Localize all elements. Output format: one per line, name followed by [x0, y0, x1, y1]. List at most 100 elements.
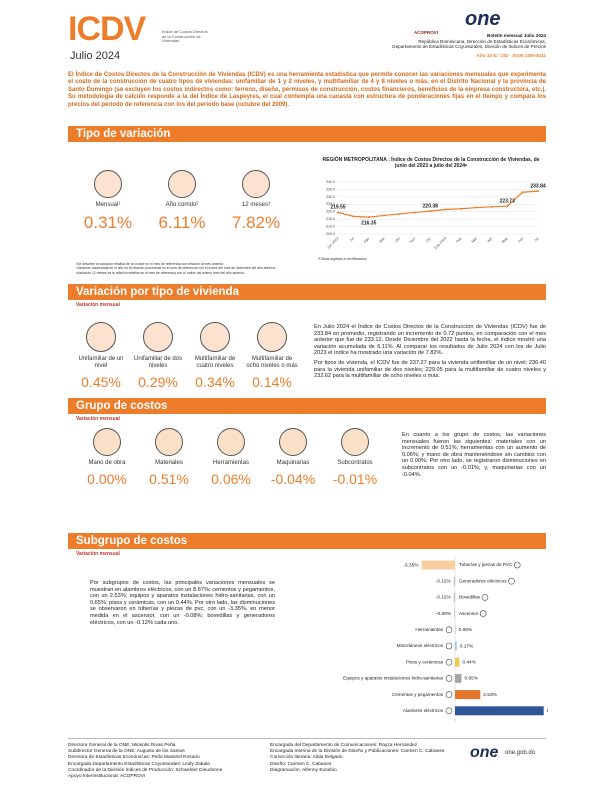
section-title: Grupo de costos [68, 398, 546, 414]
category-icon [508, 577, 515, 585]
paragraph: Por tipos de vivienda, el ICDV fue de 23… [314, 359, 546, 380]
bar [455, 673, 462, 683]
card-value: -0.04% [270, 471, 316, 487]
card: Maquinarias -0.04% [264, 428, 322, 487]
text-line: Apoyo Interinstitucional: ACOPROVI [68, 774, 146, 780]
icon [200, 322, 230, 352]
card-value: 0.51% [149, 471, 189, 487]
text-line: ²Variación acumulada en el año es la rel… [76, 266, 276, 271]
point [506, 205, 509, 208]
bulletin-info: Boletín mensual Julio 2024 República Dom… [392, 33, 546, 58]
x-tick-label: Jul [349, 236, 355, 242]
website: one.gob.do [505, 750, 536, 756]
intro: El Índice de Costos Directos de la Const… [68, 72, 546, 108]
card: Mensual¹ 0.31% [78, 170, 138, 233]
value-label: -0.08% [436, 611, 452, 617]
card: Unifamiliar de dos niveles 0.29% [131, 322, 185, 390]
y-tick-label: 225.0 [326, 202, 335, 206]
card-label: Unifamiliar de un nivel [78, 356, 124, 369]
text-line: Encargada Interina de la División de Dis… [270, 749, 445, 755]
point [383, 214, 386, 217]
point [475, 206, 478, 209]
card-value: 0.06% [211, 471, 251, 487]
section-title: Subgrupo de costos [68, 533, 546, 549]
category-icon [513, 561, 521, 569]
y-tick-label: 240.0 [326, 180, 335, 184]
institution: Departamento de Estadísticas Coyunturale… [392, 44, 546, 50]
card-label: Mano de obra [88, 460, 126, 466]
period: Julio 2024 [70, 50, 121, 62]
category-icon [445, 642, 453, 650]
y-tick-label: 230.0 [326, 195, 335, 199]
section-title: Tipo de variación [68, 126, 546, 142]
section-subtitle: Variación mensual [76, 302, 120, 308]
card-label: Multifamiliar de ocho niveles o más [246, 356, 298, 369]
bar [421, 560, 455, 570]
category-label: Bovedillas [459, 595, 481, 600]
card: Mano de obra 0.00% [78, 428, 136, 487]
value-label: -0.12% [436, 595, 452, 601]
x-tick-label: Jun 2023 [326, 236, 339, 249]
card-value: 0.14% [252, 374, 292, 390]
y-tick-label: 205.0 [326, 232, 335, 236]
card: 12 meses³ 7.82% [226, 170, 286, 233]
value-label: 2.53% [483, 692, 497, 698]
category-icon [445, 626, 453, 634]
card-value: 0.00% [87, 471, 127, 487]
card: Materiales 0.51% [140, 428, 198, 487]
credits: Directora General de la ONE: Miosotis Ri… [68, 743, 222, 780]
chart-title: REGIÓN METROPOLITANA : Índice de Costos … [322, 157, 540, 169]
bar [454, 609, 455, 619]
card-value: 7.82% [231, 213, 281, 232]
category-icon [445, 707, 453, 715]
card-label: Herramientas [212, 460, 249, 466]
logo: ICDV [68, 10, 146, 48]
x-tick-label: Abr [487, 236, 494, 243]
card-value: -0.01% [332, 471, 378, 487]
icon [257, 322, 287, 352]
icon [168, 170, 196, 198]
x-tick-label: May [501, 236, 509, 244]
credits: Encargada del Departamento de Comunicaci… [270, 743, 444, 774]
bar [455, 657, 460, 667]
data-label: 223.73 [500, 199, 516, 205]
category-label: Equipos y aparatos instalaciones hidro-s… [343, 676, 444, 681]
divider [68, 738, 546, 739]
point [460, 207, 463, 210]
x-tick-label: Jul [533, 236, 539, 242]
chart-note: ᵖCifras sujetas a rectificación [318, 257, 367, 261]
card-label: Maquinarias [276, 460, 310, 466]
point [521, 191, 524, 194]
data-label: 216.35 [361, 220, 377, 226]
category-label: Misceláneos eléctricos [397, 643, 444, 648]
bar [455, 690, 481, 700]
icon [86, 322, 116, 352]
card-label: Mensual¹ [95, 202, 121, 208]
card-value: 0.34% [195, 374, 235, 390]
x-tick-label: Jun [517, 237, 524, 244]
org-logo: one [465, 8, 501, 30]
y-tick-label: 215.0 [326, 217, 335, 221]
text-line: Corrección literaria: Alida Delgado [270, 755, 343, 761]
text-line: ³Variación 12 meses es la relación relat… [76, 270, 245, 275]
bar [455, 641, 457, 651]
section-subtitle: Variación mensual [76, 416, 120, 422]
bar [455, 706, 544, 716]
card-label: Unifamiliar de dos niveles [133, 356, 183, 369]
category-label: Herramientas [415, 627, 443, 632]
point [444, 208, 447, 211]
footer-logo: one [470, 744, 499, 761]
bar [453, 576, 455, 586]
x-tick-label: Nov [409, 236, 416, 243]
category-label: Alambres eléctricos [403, 708, 444, 713]
text-line: Subdirector General de la ONE: Augusto d… [68, 749, 185, 755]
value-label: 0.06% [459, 627, 473, 633]
icon [143, 322, 173, 352]
card: Multifamiliar de cuatro niveles 0.34% [188, 322, 242, 390]
data-label: 220.38 [423, 203, 439, 209]
category-icon [445, 691, 453, 698]
category-icon [445, 675, 453, 682]
text-line: Encargada Departamento Estadísticas Coyu… [68, 761, 210, 767]
card-label: 12 meses³ [241, 202, 270, 208]
value-label: -0.12% [436, 578, 452, 584]
